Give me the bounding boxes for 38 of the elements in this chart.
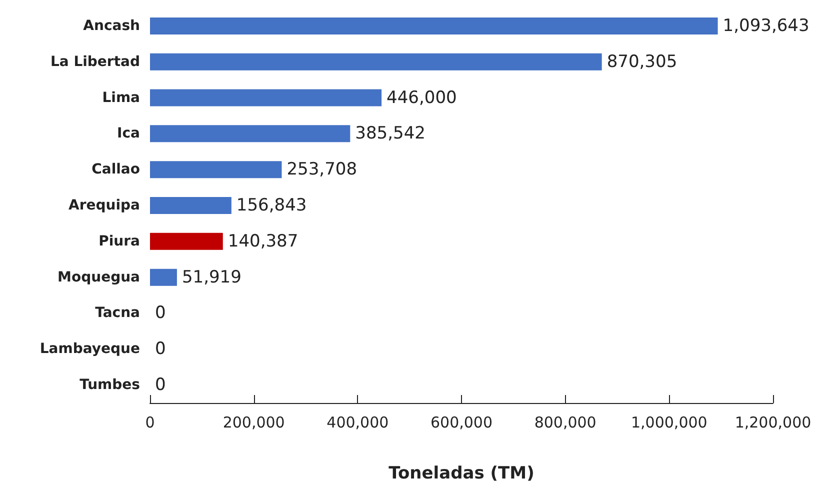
data-label: 0 xyxy=(155,339,166,360)
y-tick-label: Tumbes xyxy=(80,377,140,394)
bar xyxy=(150,197,232,214)
bar xyxy=(150,161,282,178)
bar xyxy=(150,268,177,286)
y-tick-label: Ancash xyxy=(83,18,140,34)
x-tick-label: 0 xyxy=(145,414,155,432)
x-tick-label: 800,000 xyxy=(534,414,596,432)
y-tick-label: Piura xyxy=(98,233,140,250)
x-tick-label: 400,000 xyxy=(326,414,389,432)
x-tick-label: 600,000 xyxy=(430,414,493,432)
data-label: 51,919 xyxy=(182,267,242,288)
data-label: 446,000 xyxy=(386,88,457,108)
data-label: 156,843 xyxy=(236,196,307,216)
y-tick-label: Lambayeque xyxy=(40,341,140,358)
y-tick-label: La Libertad xyxy=(50,54,140,70)
bar xyxy=(150,125,350,142)
x-tick-label: 200,000 xyxy=(222,414,285,432)
data-label: 1,093,643 xyxy=(722,16,810,36)
x-tick-label: 1,000,000 xyxy=(630,414,708,432)
y-tick-label: Ica xyxy=(117,126,140,142)
data-label: 140,387 xyxy=(228,231,298,252)
data-label: 253,708 xyxy=(286,160,358,180)
bar xyxy=(150,89,382,106)
y-tick-label: Tacna xyxy=(95,305,140,322)
data-label: 385,542 xyxy=(355,124,426,144)
bar xyxy=(150,17,718,34)
bar xyxy=(150,53,602,70)
y-tick-label: Moquegua xyxy=(58,269,140,286)
y-tick-label: Lima xyxy=(102,90,140,106)
bar xyxy=(150,232,223,250)
data-label: 870,305 xyxy=(606,52,678,72)
data-label: 0 xyxy=(155,375,166,396)
y-tick-label: Arequipa xyxy=(68,198,140,214)
x-tick-label: 1,200,000 xyxy=(734,414,812,432)
x-axis-title: Toneladas (TM) xyxy=(388,464,534,484)
y-tick-label: Callao xyxy=(92,162,140,178)
data-label: 0 xyxy=(155,303,166,324)
